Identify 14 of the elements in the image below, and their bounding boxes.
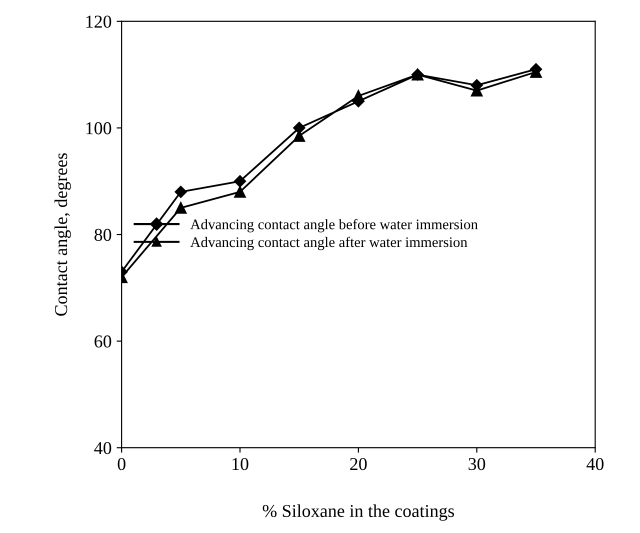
x-tick-label: 20	[350, 458, 367, 470]
y-tick-label: 120	[86, 16, 112, 28]
x-tick-label: 0	[118, 458, 126, 470]
x-tick-label: 40	[586, 458, 604, 470]
y-tick-label: 80	[94, 228, 112, 241]
y-tick-label: 100	[86, 122, 112, 134]
legend-label: Advancing contact angle after water immersion	[190, 236, 468, 250]
y-axis-title: Contact angle, degrees	[54, 153, 71, 316]
x-tick-label: 30	[468, 458, 486, 470]
y-tick-label: 40	[94, 442, 112, 454]
x-axis-title: % Siloxane in the coatings	[262, 504, 454, 521]
x-tick-label: 10	[232, 458, 248, 470]
y-tick-label: 60	[94, 335, 112, 348]
legend-label: Advancing contact angle before water immersion	[190, 218, 478, 232]
